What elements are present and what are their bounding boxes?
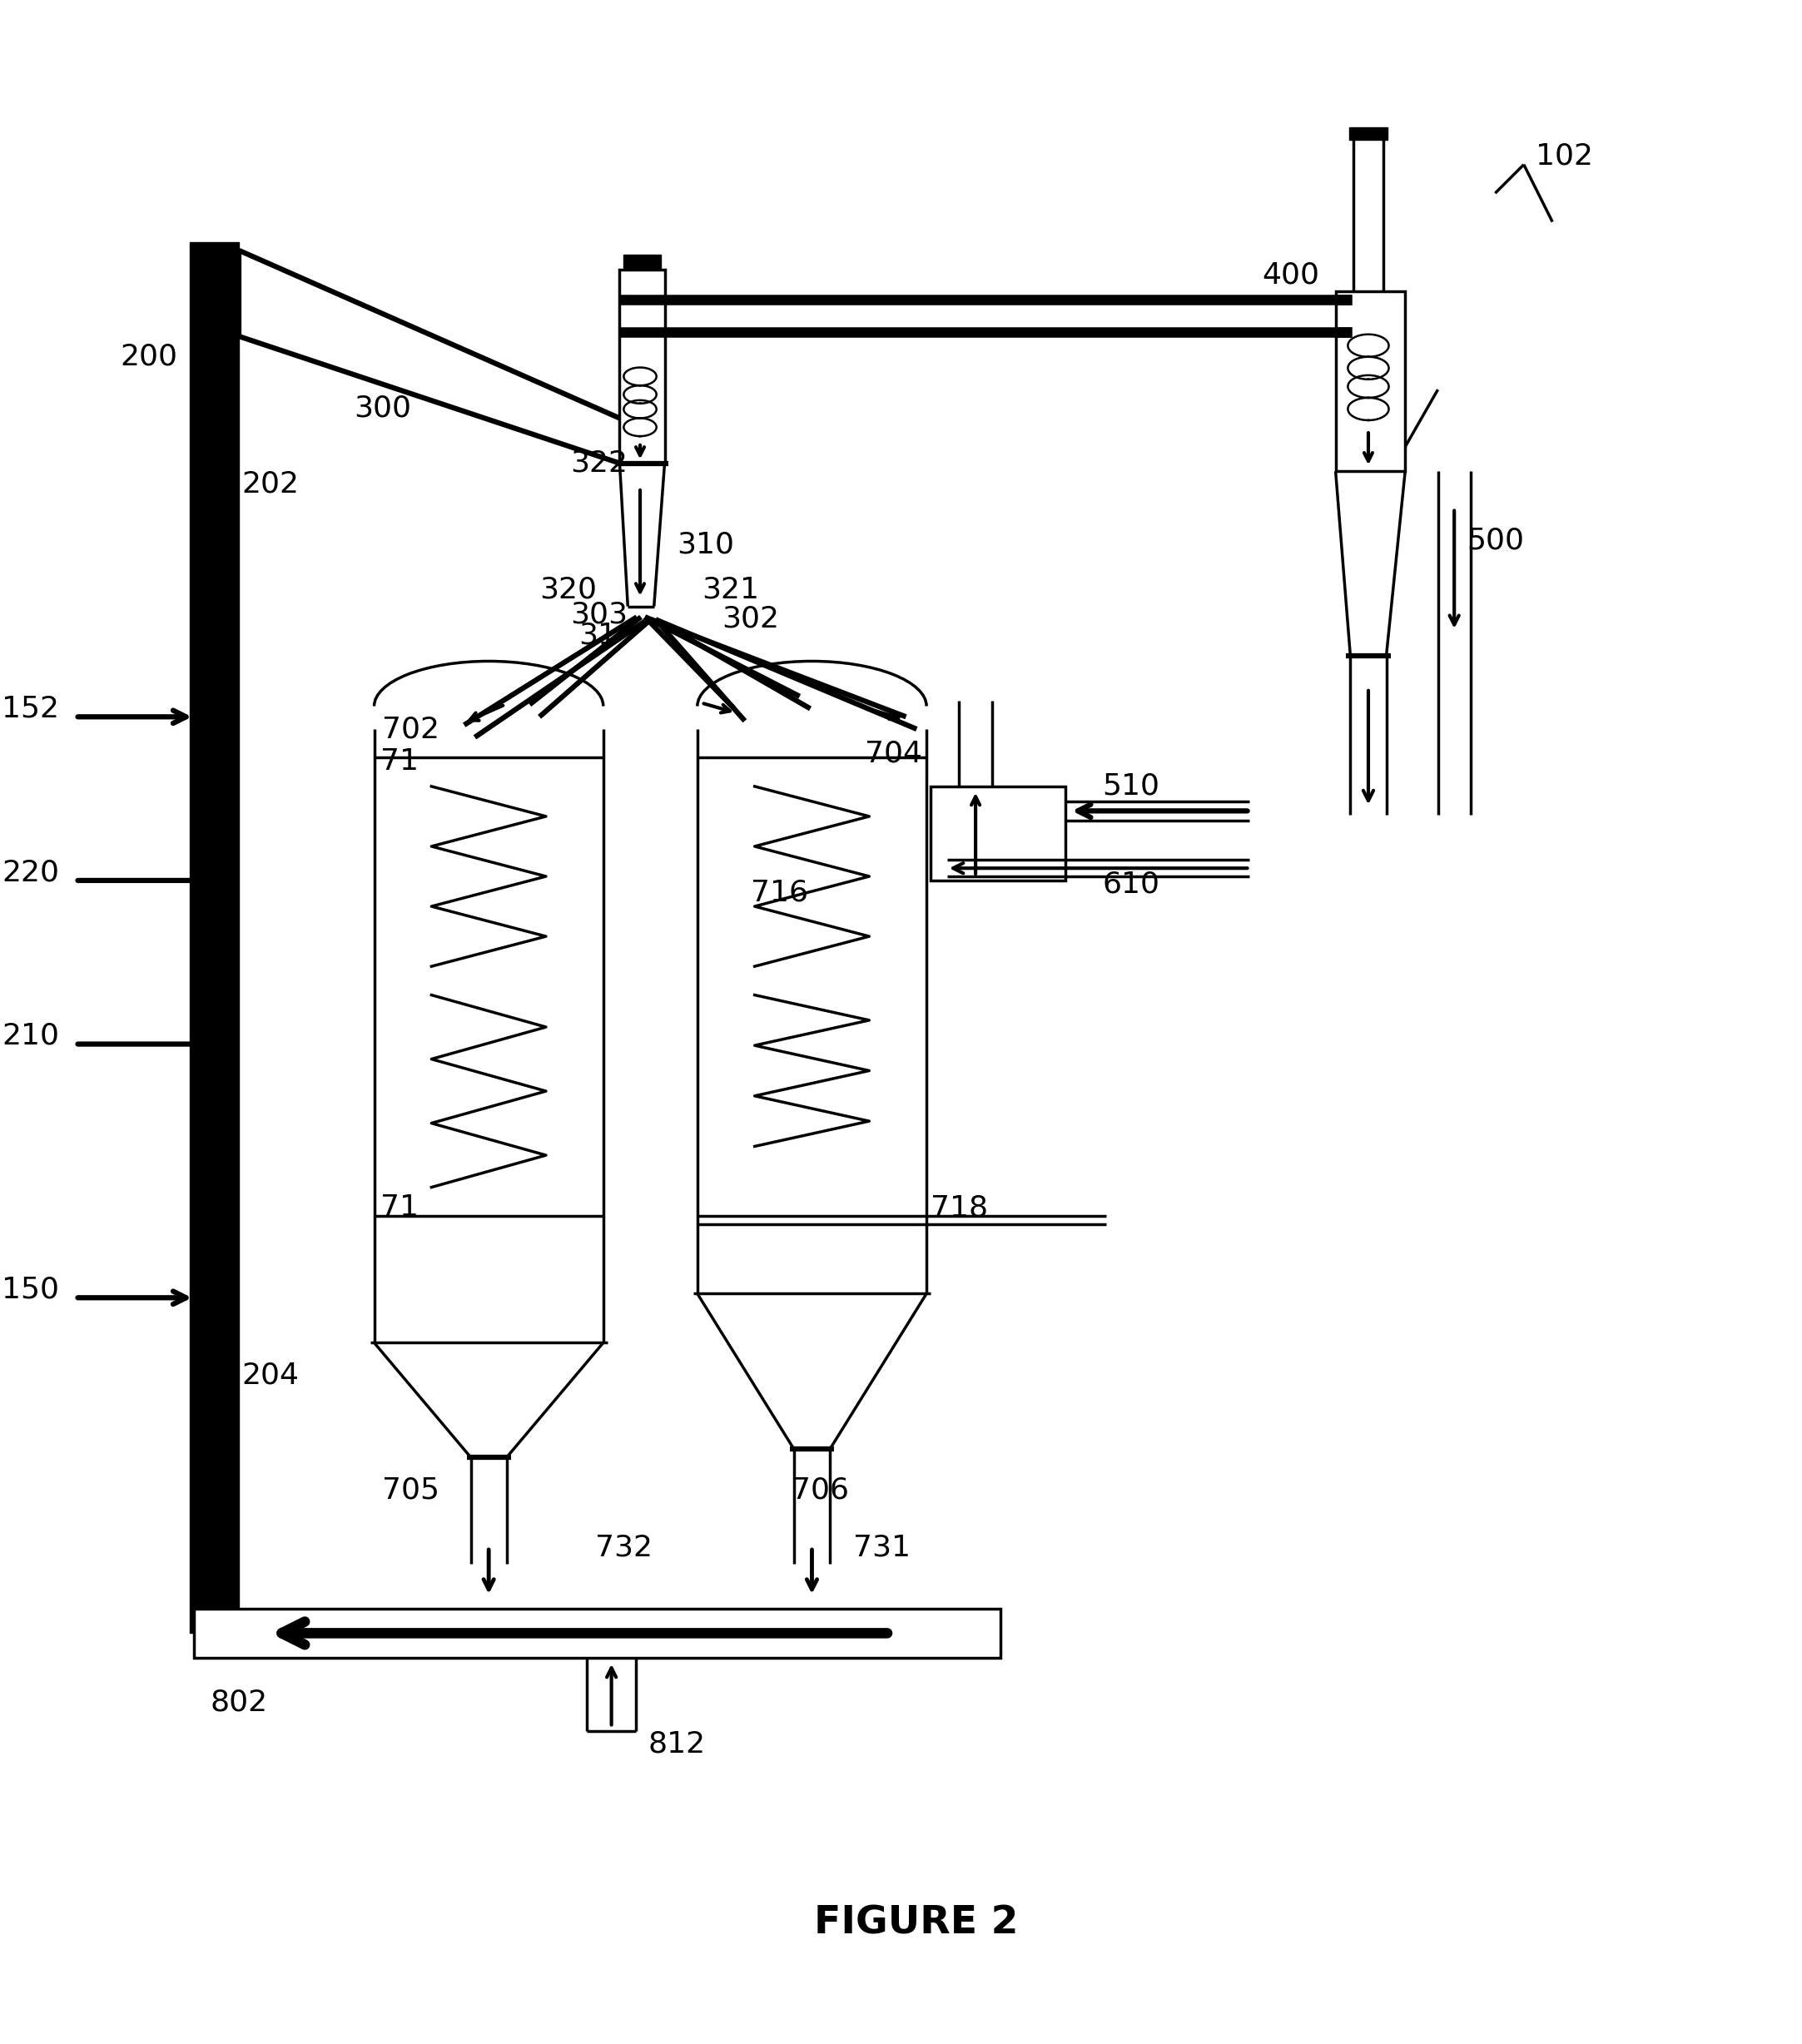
Text: 716: 716	[751, 879, 807, 908]
Text: 300: 300	[353, 394, 411, 423]
Text: 320: 320	[539, 576, 596, 605]
Text: 31: 31	[578, 621, 616, 650]
Text: 310: 310	[678, 531, 735, 560]
Text: 705: 705	[382, 1476, 440, 1504]
Text: 150: 150	[2, 1275, 59, 1304]
Text: 510: 510	[1103, 773, 1160, 801]
Text: 704: 704	[865, 740, 923, 769]
Text: 202: 202	[241, 470, 299, 499]
Text: 200: 200	[121, 343, 178, 370]
Bar	[623, 256, 661, 270]
Text: 204: 204	[241, 1361, 299, 1390]
Text: FIGURE 2: FIGURE 2	[815, 1905, 1018, 1942]
Text: 731: 731	[852, 1533, 910, 1562]
Text: 71: 71	[380, 1194, 420, 1222]
Text: 812: 812	[649, 1729, 706, 1758]
Text: 303: 303	[571, 601, 627, 630]
Text: 210: 210	[2, 1022, 59, 1051]
Text: 610: 610	[1103, 871, 1160, 899]
Bar	[189, 243, 240, 1633]
Text: 500: 500	[1467, 527, 1524, 556]
Text: 718: 718	[930, 1194, 987, 1222]
Text: 322: 322	[571, 450, 627, 478]
Text: 400: 400	[1261, 262, 1319, 288]
Bar	[1335, 292, 1406, 472]
Text: 321: 321	[701, 576, 759, 605]
Text: 302: 302	[723, 605, 778, 634]
Text: 102: 102	[1535, 143, 1593, 170]
Text: 71: 71	[380, 748, 420, 777]
Bar	[195, 1609, 1000, 1658]
Text: 220: 220	[2, 858, 59, 887]
Bar	[930, 787, 1065, 881]
Bar	[620, 270, 665, 464]
Text: 702: 702	[382, 715, 440, 744]
Text: 732: 732	[595, 1533, 652, 1562]
Text: 802: 802	[211, 1688, 268, 1717]
Bar	[1350, 127, 1388, 141]
Text: 152: 152	[2, 695, 59, 724]
Text: 706: 706	[791, 1476, 849, 1504]
